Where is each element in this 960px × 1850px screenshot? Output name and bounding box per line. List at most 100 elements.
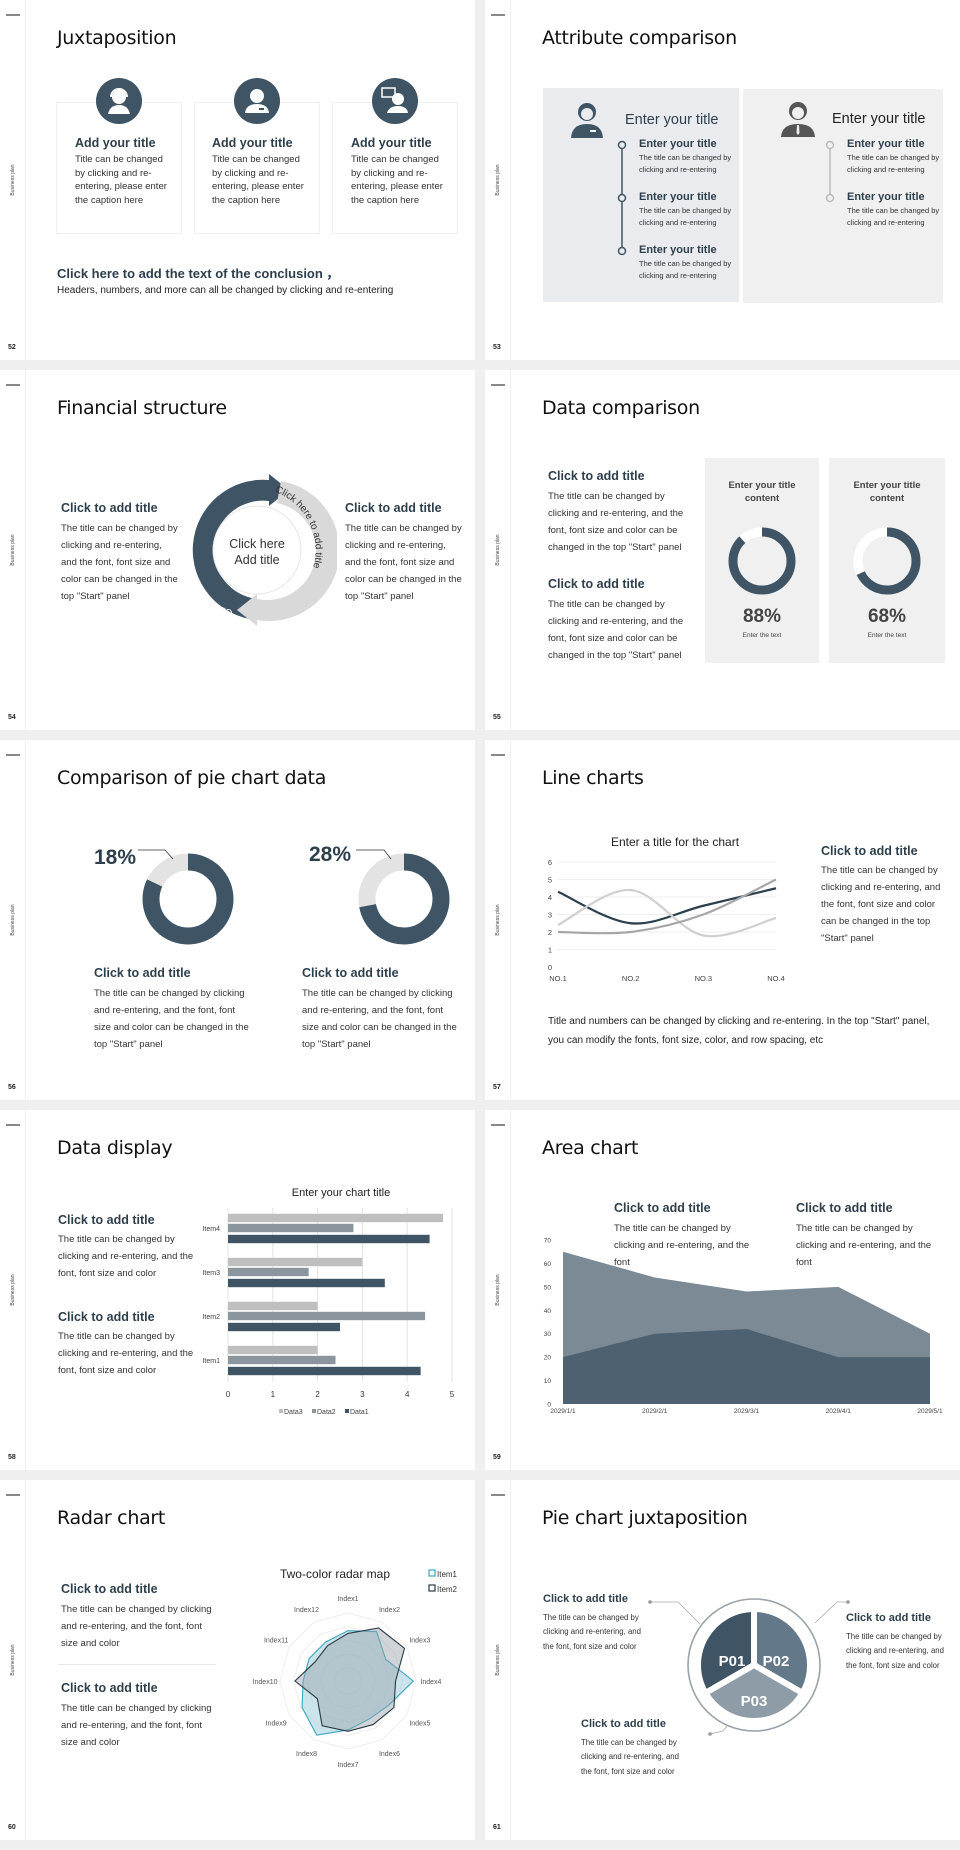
page-number: 52 bbox=[8, 344, 16, 351]
y-tick-label: 40 bbox=[544, 1308, 552, 1315]
male-user-icon bbox=[781, 102, 815, 137]
sidebar-label: Business plan bbox=[10, 164, 16, 196]
timeline-item: Enter your title The title can be changed… bbox=[847, 191, 947, 228]
x-tick-label: 2029/4/1 bbox=[826, 1408, 852, 1415]
card-body: Title can be changed by clicking and re-… bbox=[75, 154, 167, 206]
card: Add your title Title can be changed by cl… bbox=[194, 102, 320, 234]
stat-percent: 68% bbox=[867, 606, 907, 627]
item-title: Enter your title bbox=[847, 138, 925, 150]
slide-59[interactable]: Business plan 59 Area chart 0 10 20 30 40 50 60… bbox=[485, 1110, 960, 1470]
conclusion-body: Headers, numbers, and more can all be ch… bbox=[57, 285, 394, 296]
slide-sidebar: Business plan 58 bbox=[0, 1110, 26, 1470]
slide-60[interactable]: Business plan 60 Radar chart Click to add… bbox=[0, 1480, 475, 1840]
item-title: Enter your title bbox=[639, 244, 717, 256]
slide-title: Financial structure bbox=[57, 397, 227, 419]
consultant-chat-icon bbox=[372, 78, 418, 124]
x-tick-label: NO.2 bbox=[622, 974, 640, 983]
x-tick-label: 2029/1/1 bbox=[550, 1408, 576, 1415]
legend-label: Item1 bbox=[437, 1570, 458, 1579]
block-body: The title can be changed by clicking and… bbox=[796, 1223, 932, 1268]
slide-57[interactable]: Business plan 57 Line charts Enter a titl… bbox=[485, 740, 960, 1100]
slide-title: Attribute comparison bbox=[542, 27, 737, 49]
card-title: Add your title bbox=[212, 136, 293, 150]
slide-56[interactable]: Business plan 56 Comparison of pie chart … bbox=[0, 740, 475, 1100]
legend-swatch bbox=[428, 1584, 436, 1592]
axis-label: Index8 bbox=[296, 1751, 317, 1758]
card-title: Add your title bbox=[351, 136, 432, 150]
block-title: Click to add title bbox=[61, 501, 158, 515]
bar bbox=[228, 1345, 318, 1355]
timeline-item: Enter your title The title can be changed… bbox=[847, 138, 947, 175]
y-tick-label: 2 bbox=[548, 928, 552, 937]
bar bbox=[228, 1366, 421, 1376]
axis-label: Index5 bbox=[409, 1720, 430, 1727]
center-text: Click here bbox=[229, 537, 285, 551]
x-tick-label: 5 bbox=[450, 1390, 455, 1399]
conclusion-title: Click here to add the text of the conclu… bbox=[57, 266, 340, 281]
page-number: 55 bbox=[493, 714, 501, 721]
block-title: Click to add title bbox=[302, 966, 399, 980]
logo bbox=[6, 1124, 20, 1126]
page-number: 57 bbox=[493, 1084, 501, 1091]
radar-series-1 bbox=[301, 1630, 415, 1736]
slide-61[interactable]: Business plan 61 Pie chart juxtaposition … bbox=[485, 1480, 960, 1840]
y-category-label: Item3 bbox=[202, 1270, 220, 1277]
connector-line bbox=[650, 1601, 701, 1625]
segment-label: P02 bbox=[763, 1653, 790, 1670]
logo bbox=[491, 1494, 505, 1496]
block-body: The title can be changed by clicking and… bbox=[302, 988, 457, 1050]
customer-service-icon bbox=[96, 78, 142, 124]
stat-percent: 88% bbox=[742, 606, 782, 627]
stat-title: Enter your title content bbox=[853, 480, 921, 504]
block-body: The title can be changed by clicking and… bbox=[61, 1703, 212, 1748]
axis-label: Index12 bbox=[294, 1607, 319, 1614]
axis-label: Index10 bbox=[253, 1679, 278, 1686]
radar-chart: Two-color radar map Index1 Index2 Index3 In… bbox=[253, 1567, 458, 1769]
timeline-item: Enter your title The title can be changed… bbox=[639, 138, 739, 175]
slide-55[interactable]: Business plan 55 Data comparison Click to… bbox=[485, 370, 960, 730]
y-tick-label: 10 bbox=[544, 1378, 552, 1385]
block-body: The title can be changed by clicking and… bbox=[846, 1632, 944, 1670]
x-tick-label: 2 bbox=[315, 1390, 320, 1399]
slide-sidebar: Business plan 59 bbox=[485, 1110, 511, 1470]
block-title: Click to add title bbox=[846, 1612, 931, 1624]
slide-54[interactable]: Business plan 54 Financial structure Clic… bbox=[0, 370, 475, 730]
legend-label: Data3 bbox=[284, 1409, 303, 1416]
item-body: The title can be changed by clicking and… bbox=[639, 259, 732, 280]
slide-sidebar: Business plan 54 bbox=[0, 370, 26, 730]
block-body: The title can be changed by clicking and… bbox=[345, 523, 462, 602]
block-title: Click to add title bbox=[61, 1582, 158, 1596]
stat-title: Enter your title content bbox=[728, 480, 796, 504]
y-tick-label: 1 bbox=[548, 946, 552, 955]
block-body: The title can be changed by clicking and… bbox=[548, 491, 684, 553]
divider bbox=[58, 1664, 216, 1665]
area-chart: 0 10 20 30 40 50 60 70 2029/1/1 2029/2/1 2029/3/1 2… bbox=[544, 1238, 943, 1416]
bar bbox=[228, 1267, 309, 1277]
block-title: Click to add title bbox=[548, 469, 645, 483]
legend-swatch bbox=[312, 1409, 316, 1413]
slide-52[interactable]: Business plan 52 Juxtaposition Add your t… bbox=[0, 0, 475, 360]
block-title: Click to add title bbox=[614, 1201, 711, 1215]
card-body: Title can be changed by clicking and re-… bbox=[212, 154, 304, 206]
line-series-3 bbox=[557, 878, 777, 935]
female-user-icon bbox=[571, 103, 603, 138]
y-tick-label: 30 bbox=[544, 1331, 552, 1338]
donut-value-arc bbox=[853, 527, 921, 595]
block-body: The title can be changed by clicking and… bbox=[821, 865, 941, 944]
axis-label: Index1 bbox=[337, 1596, 358, 1603]
sidebar-label: Business plan bbox=[10, 534, 16, 566]
block-title: Click to add title bbox=[61, 1681, 158, 1695]
slide-53[interactable]: Business plan 53 Attribute comparison Ent… bbox=[485, 0, 960, 360]
slide-58[interactable]: Business plan 58 Data display Click to ad… bbox=[0, 1110, 475, 1470]
stat-panel: Enter your title content 68% Enter the t… bbox=[829, 458, 945, 663]
chart-title: Enter your chart title bbox=[292, 1187, 390, 1199]
line-chart: Enter a title for the chart 0 1 2 3 4 5 6 NO.1 N… bbox=[548, 835, 785, 983]
card: Add your title Title can be changed by cl… bbox=[56, 102, 182, 234]
axis-label: Index9 bbox=[266, 1720, 287, 1727]
x-tick-label: 1 bbox=[271, 1390, 276, 1399]
item-body: The title can be changed by clicking and… bbox=[639, 153, 732, 174]
donut-value-arc bbox=[728, 527, 796, 595]
attribute-panel-left bbox=[543, 88, 739, 302]
x-tick-label: 3 bbox=[360, 1390, 365, 1399]
card-title: Add your title bbox=[75, 136, 156, 150]
